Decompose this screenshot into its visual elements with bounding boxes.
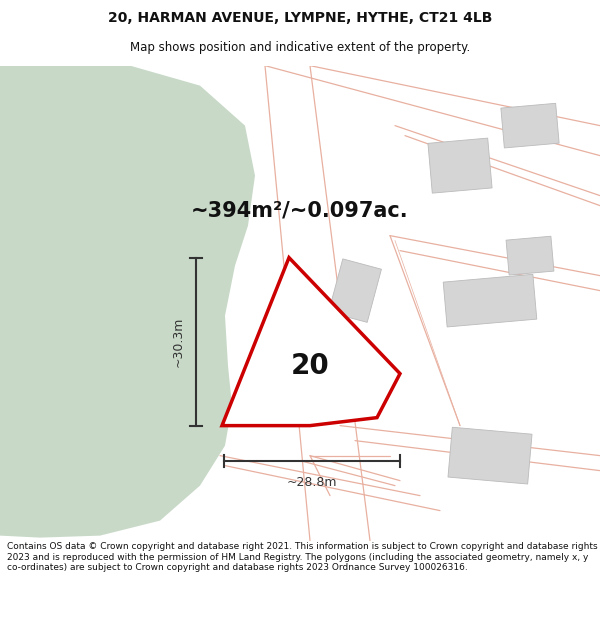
Polygon shape xyxy=(443,274,537,327)
Text: Contains OS data © Crown copyright and database right 2021. This information is : Contains OS data © Crown copyright and d… xyxy=(7,542,598,572)
Polygon shape xyxy=(329,259,382,322)
Polygon shape xyxy=(295,329,345,372)
Polygon shape xyxy=(222,258,400,426)
Polygon shape xyxy=(506,236,554,275)
Polygon shape xyxy=(428,138,492,193)
Polygon shape xyxy=(448,428,532,484)
Text: ~394m²/~0.097ac.: ~394m²/~0.097ac. xyxy=(191,201,409,221)
Text: Map shows position and indicative extent of the property.: Map shows position and indicative extent… xyxy=(130,41,470,54)
Text: ~30.3m: ~30.3m xyxy=(172,316,185,367)
Polygon shape xyxy=(501,103,559,148)
Text: ~28.8m: ~28.8m xyxy=(287,476,337,489)
Polygon shape xyxy=(0,66,255,538)
Text: 20, HARMAN AVENUE, LYMPNE, HYTHE, CT21 4LB: 20, HARMAN AVENUE, LYMPNE, HYTHE, CT21 4… xyxy=(108,11,492,26)
Text: 20: 20 xyxy=(290,352,329,379)
